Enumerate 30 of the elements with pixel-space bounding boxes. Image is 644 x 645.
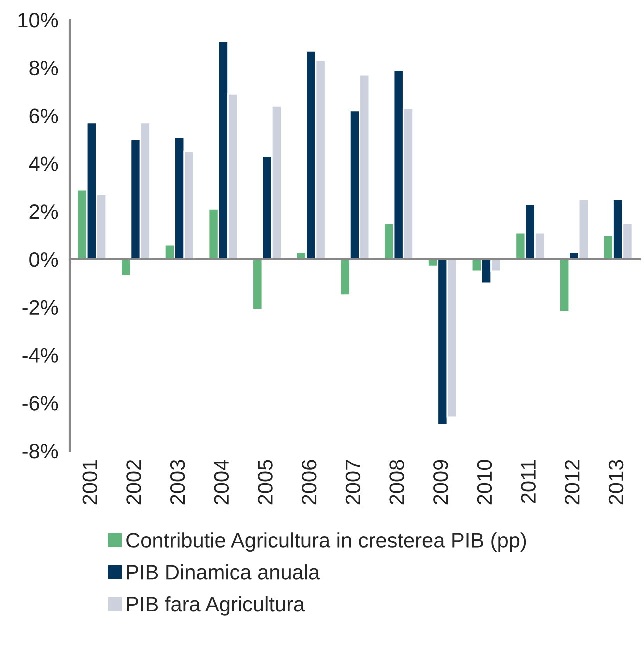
- y-tick-label: 8%: [30, 60, 58, 76]
- bar: [120, 258, 132, 277]
- x-tick-label: 2001: [82, 460, 98, 505]
- legend-label: PIB fara Agricultura: [127, 596, 306, 616]
- x-tick-label: 2005: [258, 460, 273, 505]
- x-tick-label: 2012: [565, 460, 580, 505]
- bar: [252, 258, 264, 310]
- legend-label: PIB Dinamica anuala: [127, 564, 320, 580]
- y-tick-label: 10%: [18, 13, 58, 28]
- x-tick-label: 2006: [302, 460, 317, 505]
- y-tick-label: 0%: [30, 252, 58, 268]
- y-tick-label: -8%: [22, 444, 58, 459]
- x-tick-label: 2013: [608, 460, 624, 505]
- x-tick-label: 2003: [170, 460, 186, 505]
- y-tick-label: 2%: [30, 204, 58, 220]
- x-tick-label: 2008: [390, 460, 404, 505]
- x-tick-label: 2002: [126, 460, 142, 505]
- x-tick-label: 2004: [214, 460, 230, 505]
- x-tick-label: 2010: [477, 460, 492, 505]
- bar: [340, 258, 351, 296]
- y-tick-label: 4%: [29, 156, 58, 172]
- x-tick-label: 2011: [521, 460, 536, 504]
- x-tick-label: 2009: [434, 460, 448, 505]
- y-tick-label: 6%: [30, 108, 58, 124]
- legend-label: Contributie Agricultura in cresterea PIB (pp): [126, 532, 526, 552]
- y-tick-label: -4%: [22, 348, 58, 363]
- x-tick-label: 2007: [346, 460, 361, 505]
- y-tick-label: -6%: [22, 396, 58, 411]
- bar: [559, 258, 570, 313]
- y-tick-label: -2%: [22, 300, 58, 316]
